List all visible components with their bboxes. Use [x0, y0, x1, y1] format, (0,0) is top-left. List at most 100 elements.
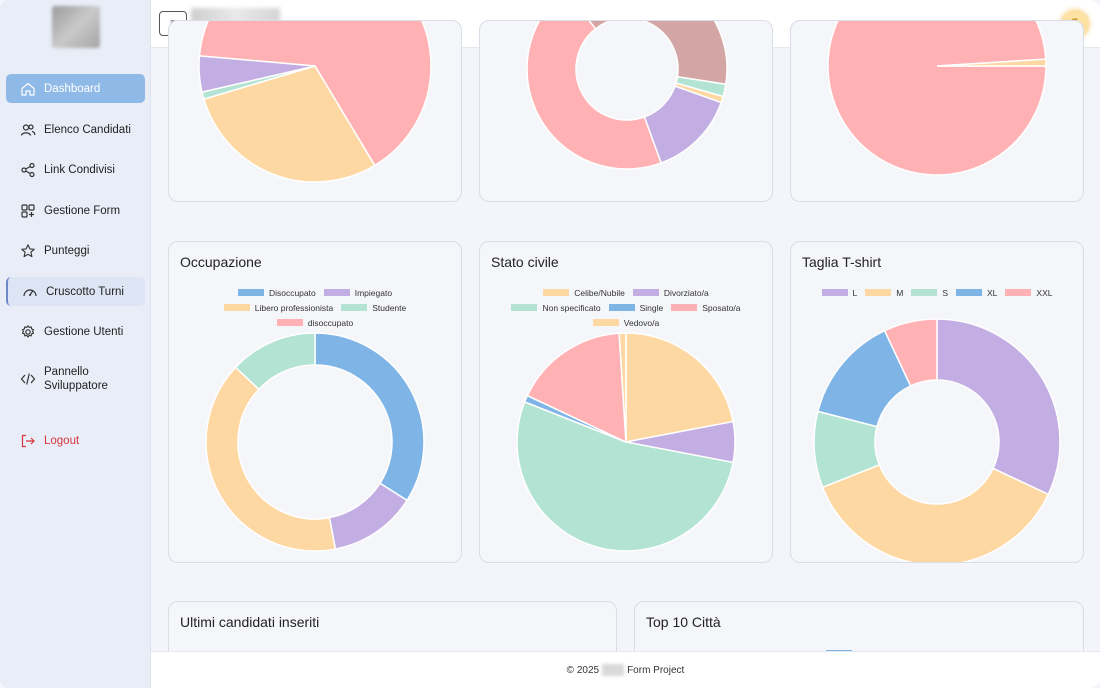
legend-label: Vedovo/a [623, 317, 660, 328]
pie-slice[interactable] [328, 482, 409, 550]
legend-swatch [543, 289, 570, 296]
pie-slice[interactable] [198, 21, 432, 167]
legend-label: Celibe/Nubile [574, 287, 625, 298]
pie-slice[interactable] [198, 55, 316, 93]
legend-swatch [632, 289, 659, 296]
legend-swatch [821, 289, 848, 296]
sidebar-item-link-condivisi[interactable]: Link Condivisi [6, 155, 145, 184]
legend-item[interactable]: Impiegato [323, 287, 393, 298]
legend-label: L [852, 287, 858, 298]
sidebar-item-candidati[interactable]: Elenco Candidati [6, 115, 145, 144]
legend-item[interactable]: XXL [1005, 288, 1052, 298]
legend-item[interactable]: Libero professionista [223, 302, 334, 313]
legend-swatch [323, 289, 350, 296]
pie-slice[interactable] [821, 463, 1050, 563]
sidebar-item-cruscotto-turni[interactable]: Cruscotto Turni [6, 277, 145, 306]
legend-label: Non specificato [542, 302, 601, 313]
card-title: Top 10 Città [646, 614, 721, 630]
legend-item[interactable]: Celibe/Nubile [543, 288, 625, 298]
sidebar-item-logout[interactable]: Logout [6, 426, 145, 455]
legend-label: XL [987, 287, 998, 298]
legend-item[interactable]: Non specificato [511, 302, 601, 313]
legend-swatch [1005, 289, 1032, 296]
sidebar-item-pannello-sviluppatore[interactable]: Pannello Sviluppatore [6, 359, 145, 399]
legend-swatch [341, 304, 368, 311]
legend-item[interactable]: Disoccupato [237, 287, 316, 298]
chart-legend: L M S XL XXL [791, 285, 1083, 300]
sidebar-item-label: Cruscotto Turni [46, 285, 124, 298]
sidebar-item-label: Logout [44, 434, 80, 447]
pie-slice[interactable] [565, 21, 728, 86]
pie-slice[interactable] [936, 58, 1047, 67]
legend-swatch [237, 289, 264, 296]
pie-slice[interactable] [202, 65, 376, 183]
legend-item[interactable]: Divorziato/a [632, 288, 709, 298]
legend-label: S [942, 287, 948, 298]
app-logo [52, 6, 100, 48]
pie-slice[interactable] [883, 318, 938, 387]
chart-card-stato-civile: Stato civile Celibe/Nubile Divorziato/a … [479, 241, 773, 563]
pie-slice[interactable] [205, 366, 337, 552]
chart-card-taglia: Taglia T-shirt L M S XL XXL [790, 241, 1084, 563]
legend-item[interactable]: Studente [341, 303, 406, 313]
chart-card-top-1 [168, 20, 462, 202]
pie-slice[interactable] [618, 332, 627, 443]
legend-item[interactable]: Sposato/a [671, 302, 741, 313]
home-icon [21, 82, 35, 96]
chart-card-occupazione: Occupazione Disoccupato Impiegato Libero… [168, 241, 462, 563]
pie-slice[interactable] [526, 21, 663, 170]
pie-slice[interactable] [314, 332, 425, 502]
footer-redacted [602, 664, 625, 676]
legend-item[interactable]: Single [608, 302, 664, 313]
legend-swatch [956, 289, 982, 296]
share-icon [21, 162, 35, 177]
grid-icon [21, 203, 35, 218]
legend-swatch [592, 319, 619, 326]
sidebar-item-label: Punteggi [44, 244, 90, 257]
legend-label: Libero professionista [254, 302, 334, 313]
sidebar-item-gestione-utenti[interactable]: Gestione Utenti [6, 317, 145, 346]
legend-item[interactable]: S [911, 288, 948, 298]
legend-item[interactable]: disoccupato [276, 318, 353, 328]
sidebar-item-dashboard[interactable]: Dashboard [6, 74, 145, 103]
users-icon [20, 123, 36, 136]
donut-chart-taglia [813, 318, 1061, 563]
pie-chart-stato-civile [516, 332, 736, 552]
pie-slice[interactable] [625, 332, 734, 443]
sidebar-item-label: Dashboard [44, 82, 101, 95]
legend-item[interactable]: M [865, 288, 903, 298]
pie-slice[interactable] [936, 318, 1061, 496]
legend-item[interactable]: Vedovo/a [592, 317, 660, 328]
sidebar-item-punteggi[interactable]: Punteggi [6, 236, 145, 265]
legend-swatch [223, 304, 250, 311]
donut-chart-top-2 [526, 21, 728, 170]
chart-card-top-2 [479, 20, 773, 202]
pie-chart-top-1 [198, 21, 432, 183]
legend-swatch [911, 289, 938, 296]
pie-slice[interactable] [643, 85, 723, 164]
logout-icon [21, 434, 35, 447]
pie-slice[interactable] [516, 400, 734, 552]
sidebar-item-label: Link Condivisi [44, 163, 115, 176]
legend-label: Sposato/a [702, 302, 741, 313]
legend-label: XXL [1036, 287, 1053, 298]
legend-label: Disoccupato [268, 287, 316, 298]
sidebar-item-label: Gestione Utenti [44, 325, 124, 338]
legend-label: M [896, 287, 904, 298]
legend-label: Single [639, 302, 664, 313]
pie-chart-top-3 [827, 21, 1047, 176]
pie-slice[interactable] [827, 21, 1047, 176]
legend-swatch [511, 304, 538, 311]
legend-item[interactable]: L [821, 287, 858, 298]
legend-swatch [608, 304, 635, 311]
legend-label: Impiegato [354, 287, 393, 298]
pie-slice[interactable] [234, 332, 316, 391]
legend-item[interactable]: XL [956, 288, 997, 298]
sidebar-item-gestione-form[interactable]: Gestione Form [6, 196, 145, 225]
pie-slice[interactable] [526, 332, 627, 444]
chart-card-top-3 [790, 20, 1084, 202]
legend-swatch [276, 319, 303, 326]
sidebar-item-label: Gestione Form [44, 204, 121, 217]
donut-chart-occupazione [205, 332, 425, 552]
